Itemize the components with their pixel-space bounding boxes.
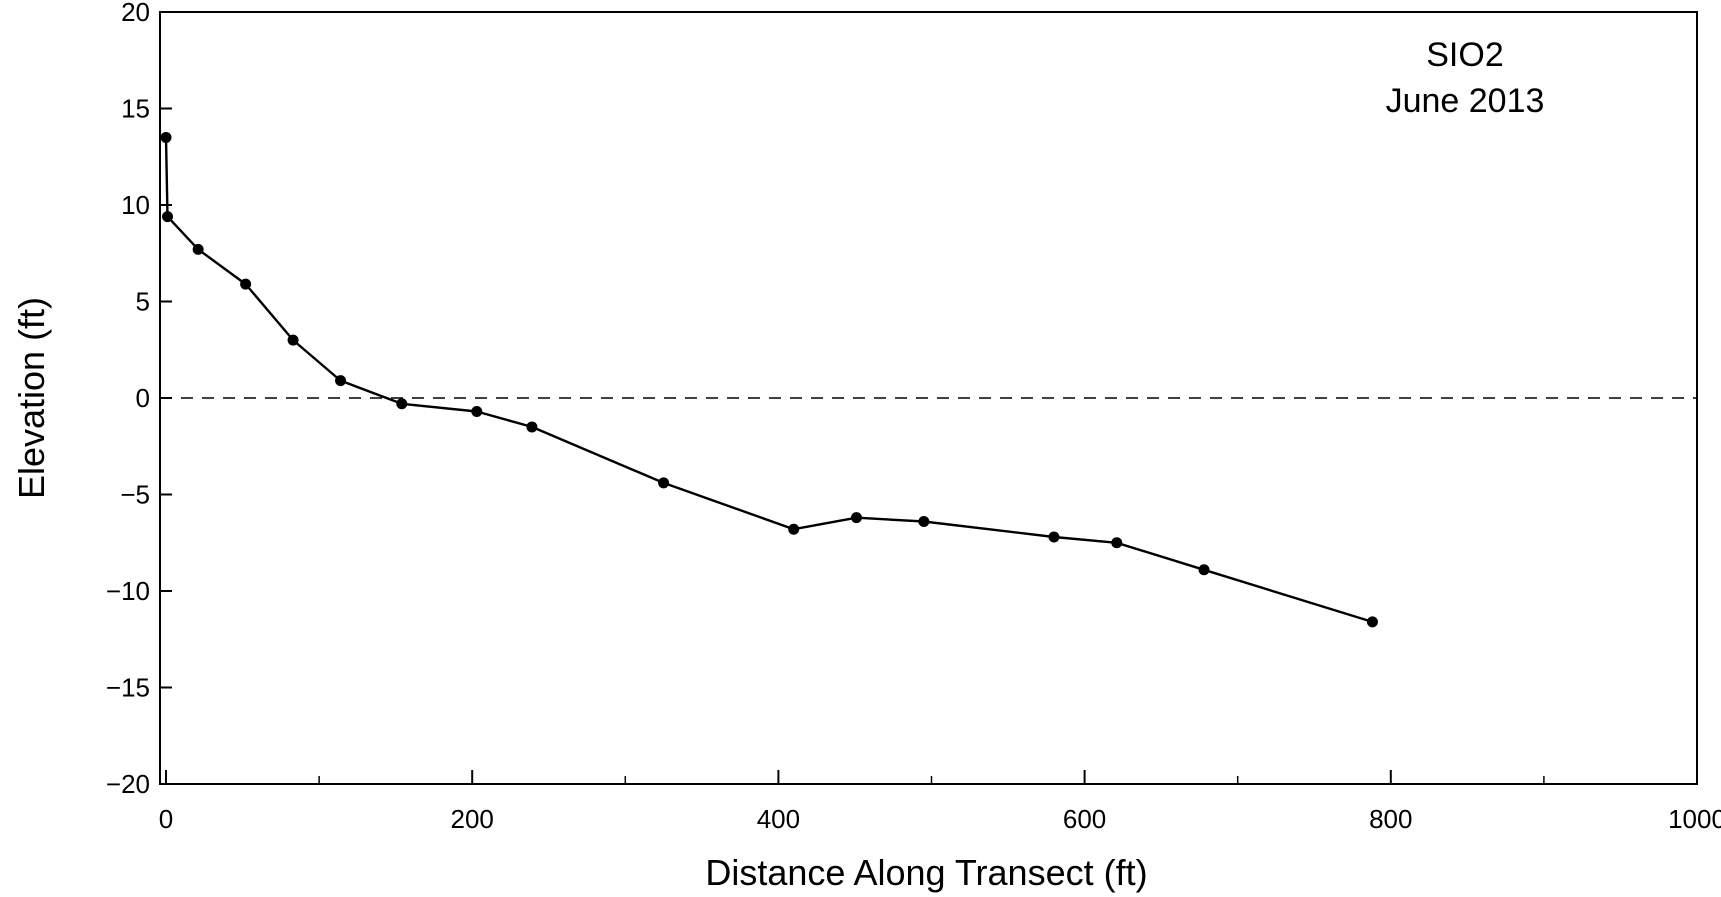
chart-title: SIO2 (1426, 36, 1503, 74)
data-point-marker (1111, 537, 1123, 549)
tick-labels-layer: 0 200 400 600 800 1000 20 15 10 5 0 −5 −10 −15 −20 (106, 0, 1721, 834)
markers-layer (160, 131, 1378, 628)
y-tick-label: 0 (136, 383, 150, 413)
data-point-marker (192, 243, 204, 255)
series-line (164, 137, 1373, 624)
x-tick-label: 800 (1369, 804, 1412, 834)
data-point-marker (658, 477, 670, 489)
x-tick-label: 0 (159, 804, 173, 834)
data-point-marker (396, 398, 408, 410)
y-tick-label: −5 (120, 480, 150, 510)
data-point-marker (160, 131, 172, 143)
y-tick-label: 20 (121, 0, 150, 27)
y-tick-label: 10 (121, 190, 150, 220)
x-tick-label: 400 (757, 804, 800, 834)
data-point-marker (1366, 616, 1378, 628)
data-point-marker (335, 375, 347, 387)
data-point-marker (471, 406, 483, 418)
data-point-marker (918, 516, 930, 528)
x-tick-label: 600 (1063, 804, 1106, 834)
data-point-marker (1048, 531, 1060, 543)
y-tick-label: 5 (136, 287, 150, 317)
data-point-marker (788, 523, 800, 535)
data-point-marker (1198, 564, 1210, 576)
data-point-marker (850, 512, 862, 524)
x-tick-label: 200 (451, 804, 494, 834)
x-tick-label: 1000 (1668, 804, 1721, 834)
data-point-marker (287, 334, 299, 346)
data-point-marker (526, 421, 538, 433)
y-tick-label: −15 (106, 673, 150, 703)
y-tick-label: −10 (106, 576, 150, 606)
y-tick-label: 15 (121, 94, 150, 124)
data-point-marker (162, 211, 174, 223)
chart-subtitle: June 2013 (1386, 82, 1545, 120)
y-axis-label: Elevation (ft) (11, 297, 52, 499)
x-axis-label: Distance Along Transect (ft) (705, 852, 1147, 893)
data-point-marker (240, 278, 252, 290)
y-tick-label: −20 (106, 769, 150, 799)
